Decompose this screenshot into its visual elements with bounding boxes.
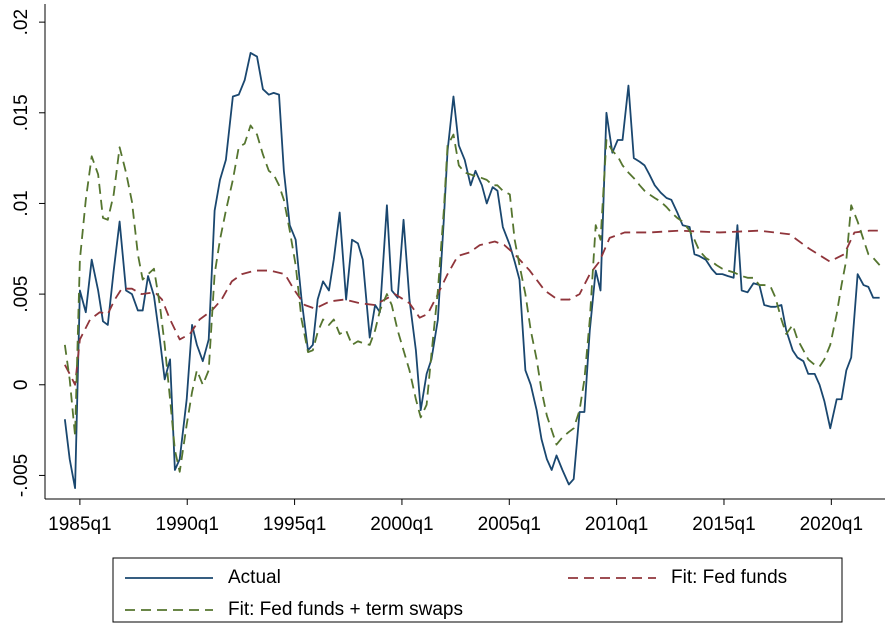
y-tick-label: .02: [11, 9, 32, 35]
y-tick-label: .01: [11, 190, 32, 216]
x-tick-label: 2000q1: [370, 514, 433, 535]
x-tick-label: 2005q1: [478, 514, 541, 535]
x-tick-label: 2010q1: [585, 514, 648, 535]
y-tick-label: .005: [11, 276, 32, 313]
legend-label: Fit: Fed funds + term swaps: [228, 599, 463, 620]
y-tick-label: -.005: [11, 454, 32, 497]
x-tick-label: 1995q1: [263, 514, 326, 535]
x-tick-label: 2015q1: [692, 514, 755, 535]
series-line: [63, 52, 880, 490]
series-line: [64, 229, 880, 386]
legend-box: [112, 557, 843, 623]
legend-label: Actual: [228, 567, 281, 588]
x-tick-label: 1985q1: [48, 514, 111, 535]
x-tick-label: 1990q1: [156, 514, 219, 535]
y-tick-label: .015: [11, 94, 32, 131]
y-tick-label: 0: [11, 379, 32, 390]
legend-label: Fit: Fed funds: [671, 567, 787, 588]
x-tick-label: 2020q1: [800, 514, 863, 535]
series-line: [63, 124, 881, 473]
